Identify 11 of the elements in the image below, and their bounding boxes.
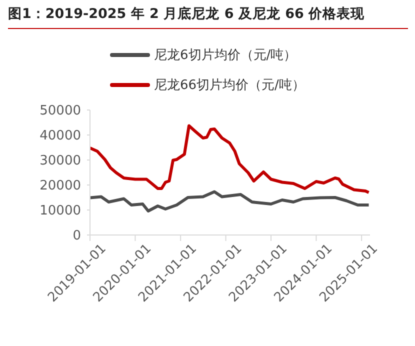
y-tick-label: 10000 (40, 204, 81, 219)
legend-label: 尼龙66切片均价（元/吨） (154, 77, 305, 94)
line-series (90, 190, 370, 212)
y-tick-label: 30000 (40, 154, 81, 169)
line-series (90, 124, 370, 194)
chart-title: 图1：2019-2025 年 2 月底尼龙 6 及尼龙 66 价格表现 (8, 5, 365, 23)
y-tick-label: 50000 (40, 104, 81, 119)
y-tick-label: 0 (72, 228, 81, 244)
y-tick-label: 40000 (40, 128, 81, 144)
legend-label: 尼龙6切片均价（元/吨） (154, 47, 297, 64)
y-tick-label: 20000 (40, 178, 81, 194)
